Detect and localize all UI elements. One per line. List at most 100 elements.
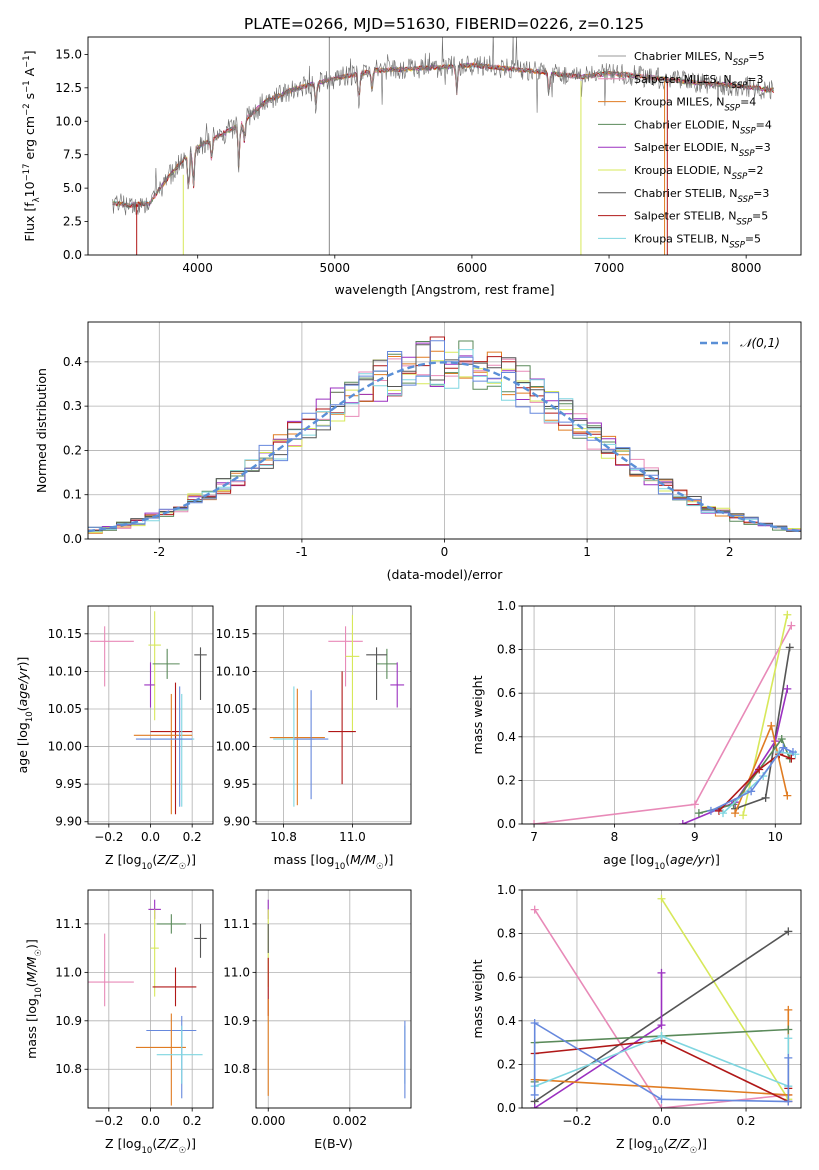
errorbar-chabrier-elodie (376, 648, 398, 679)
mass-weight-marker (657, 1095, 666, 1104)
errorbar-salpeter-miles (88, 933, 134, 1007)
mass-weight-marker (779, 743, 788, 752)
x-tick-label: 0.2 (183, 830, 202, 844)
y-tick-label: 10.9 (55, 1014, 82, 1028)
mass-weight-marker (731, 809, 740, 818)
errorbar-chabrier-elodie (156, 914, 186, 934)
mass-weight-marker (767, 721, 776, 730)
y-tick-label: 0.0 (63, 532, 82, 546)
mass-weight-marker (530, 1090, 539, 1099)
x-tick-label: 0.002 (333, 1114, 367, 1128)
mass-weight-marker (694, 809, 703, 818)
y-axis-label: Normed distribution (34, 368, 49, 493)
mass-weight-marker (777, 734, 786, 743)
mass-weight-marker (784, 927, 793, 936)
y-axis-label: Flux [fλ10−17 erg cm−2 s−1 A−1] (22, 50, 42, 241)
panel-mass-weight-vs-Z: −0.2 0.0 0.2 0.0 0.2 0.4 0.6 0.8 1.0 mass weight Z… (470, 883, 802, 1156)
errorbar-kroupa-elodie (150, 909, 159, 997)
plot-area (267, 899, 406, 1099)
errorbar-salpeter-elodie (390, 662, 405, 708)
x-tick-label: 0.000 (251, 1114, 285, 1128)
mass-weight-marker (530, 1104, 539, 1108)
x-tick-label: −0.2 (562, 1114, 591, 1128)
x-axis-label: wavelength [Angstrom, rest frame] (334, 282, 554, 297)
y-tick-label: 0.6 (497, 686, 516, 700)
mass-weight-marker (784, 1097, 793, 1106)
x-axis-label: Z [log10(Z/Z☉)] (105, 852, 196, 872)
y-tick-label: 0.6 (497, 970, 516, 984)
x-tick-label: 0.0 (652, 1114, 671, 1128)
histogram-chabrier-stelib (88, 344, 801, 532)
plot-area (269, 615, 405, 807)
mass-weight-marker (719, 809, 728, 818)
x-tick-label: −0.2 (94, 1114, 123, 1128)
x-tick-label: 10 (768, 830, 783, 844)
y-tick-label: 0.4 (497, 1014, 516, 1028)
y-tick-label: 0.1 (63, 488, 82, 502)
mass-weight-marker (530, 905, 539, 914)
errorbar-royal (293, 690, 329, 800)
histogram-kroupa-stelib (88, 349, 801, 532)
y-axis-label: age [log10(age/yr)] (15, 657, 35, 774)
y-tick-label: 0.8 (497, 643, 516, 657)
mass-weight-marker (657, 894, 666, 903)
axes-frame (87, 36, 802, 256)
errorbar-kroupa-stelib (156, 1025, 203, 1084)
x-tick-label: 0.0 (141, 830, 160, 844)
y-tick-label: 10.00 (216, 740, 250, 754)
x-tick-label: 6000 (457, 261, 488, 275)
mass-weight-marker (690, 800, 699, 809)
legend-label: Kroupa STELIB, NSSP=5 (634, 232, 761, 250)
y-tick-label: 0.2 (63, 443, 82, 457)
errorbar-kroupa-miles (269, 688, 325, 806)
x-axis-label: (data-model)/error (387, 567, 504, 582)
legend-label: Chabrier MILES, NSSP=5 (634, 50, 765, 68)
x-tick-label: 5000 (320, 261, 351, 275)
y-tick-label: 9.90 (223, 815, 250, 829)
y-tick-label: 0.4 (497, 730, 516, 744)
errorbar-salpeter-elodie (144, 662, 155, 708)
y-axis-label: mass [log10(M/M☉)] (24, 939, 44, 1059)
x-tick-label: 11.0 (339, 830, 366, 844)
y-tick-label: 9.90 (55, 815, 82, 829)
mass-weight-marker (788, 748, 797, 757)
legend-label: Salpeter STELIB, NSSP=5 (634, 210, 768, 228)
mass-weight-marker (755, 765, 764, 774)
y-tick-label: 0.0 (497, 1101, 516, 1115)
x-axis-label: mass [log10(M/M☉)] (274, 852, 394, 872)
errorbar-chabrier-stelib (194, 647, 207, 700)
mass-weight-line-salpeter-miles (534, 625, 793, 824)
y-tick-label: 0.4 (63, 355, 82, 369)
y-tick-label: 2.5 (63, 215, 82, 229)
legend-label: Salpeter ELODIE, NSSP=3 (634, 141, 771, 159)
x-axis-label: age [log10(age/yr)] (603, 852, 720, 872)
y-tick-label: 10.15 (216, 627, 250, 641)
mass-weight-marker (657, 968, 666, 977)
y-tick-label: 10.10 (216, 664, 250, 678)
x-tick-label: 7000 (594, 261, 625, 275)
mass-weight-marker (761, 793, 770, 802)
x-tick-label: 10.8 (270, 830, 297, 844)
errorbar-kroupa-elodie (345, 615, 360, 732)
y-tick-label: 10.05 (216, 702, 250, 716)
errorbar-kroupa-miles (133, 693, 193, 815)
x-tick-label: 0 (441, 545, 449, 559)
legend: 𝒩(0,1) (700, 336, 780, 350)
y-tick-label: 10.10 (48, 664, 82, 678)
y-tick-label: 10.9 (223, 1014, 250, 1028)
errorbar-royal (135, 686, 193, 807)
errorbar-chabrier-stelib (366, 647, 387, 700)
y-tick-label: 10.0 (55, 114, 82, 128)
mass-weight-line-kroupa-elodie (660, 898, 789, 1100)
errorbar-chabrier-stelib (194, 923, 207, 958)
panel-age-vs-Z: −0.2 0.0 0.2 9.90 9.95 10.00 10.05 10.10 10.15 Z … (15, 605, 214, 872)
axes-frame (87, 889, 214, 1109)
errorbar-kroupa-stelib (140, 693, 195, 807)
axes-frame (255, 605, 412, 825)
y-tick-label: 11.1 (55, 917, 82, 931)
legend-label: Salpeter MILES, NSSP=3 (634, 73, 764, 91)
panel-mass-weight-vs-age: 7 8 9 10 0.0 0.2 0.4 0.6 0.8 1.0 mass weight age [l… (470, 599, 802, 872)
x-tick-label: 4000 (182, 261, 213, 275)
plot-area (90, 611, 207, 815)
